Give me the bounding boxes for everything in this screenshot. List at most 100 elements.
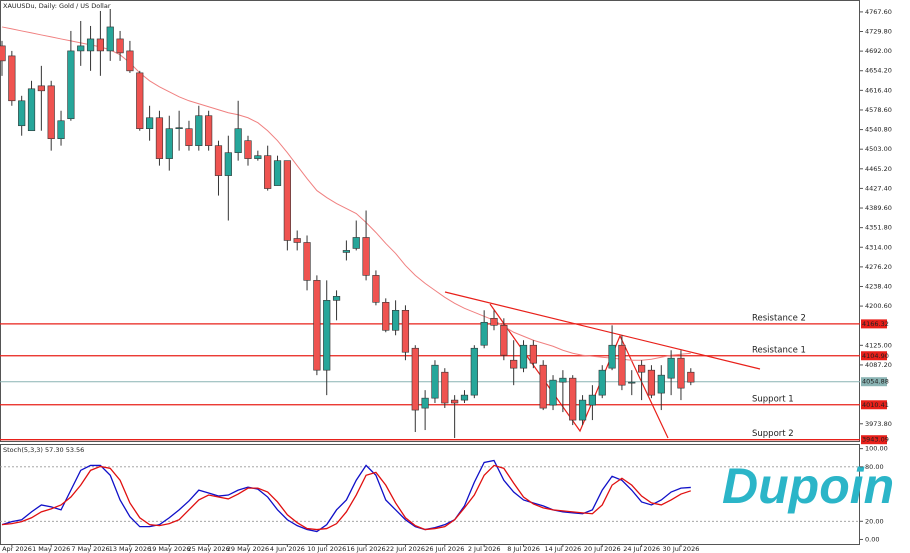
candle-body <box>195 115 203 146</box>
candle-body <box>214 145 223 176</box>
candle-body <box>332 296 341 301</box>
candle-body <box>608 344 616 369</box>
candle-body <box>313 280 321 371</box>
candle-body <box>667 357 675 379</box>
candle-body <box>254 155 262 159</box>
candle-body <box>421 397 429 409</box>
y-tick-label: 4578.60 <box>865 106 892 114</box>
candle-body <box>175 127 183 130</box>
candle-body <box>480 321 488 346</box>
candle-body <box>37 85 45 92</box>
candle-body <box>588 394 596 406</box>
x-tick-label: 16 Jun 2026 <box>347 545 386 553</box>
candle-body <box>578 399 587 421</box>
candle-body <box>549 379 557 406</box>
candle-body <box>57 120 65 140</box>
indicator-tick-label: 20.00 <box>865 517 884 525</box>
candle-body <box>106 26 114 52</box>
candle-body <box>598 369 606 396</box>
y-tick-label: 3973.80 <box>865 420 892 428</box>
candle-body <box>96 38 104 52</box>
x-tick-label: 25 May 2026 <box>187 545 229 553</box>
candle-body <box>470 347 478 396</box>
candle-body <box>165 128 173 159</box>
candle-body <box>77 45 85 52</box>
x-tick-label: 2 Jul 2026 <box>468 545 501 553</box>
x-tick-label: 30 Jul 2026 <box>663 545 700 553</box>
candle-body <box>539 364 547 409</box>
candle-body <box>86 38 95 52</box>
candle-body <box>27 88 36 132</box>
candle-body <box>342 250 351 253</box>
x-tick-label: 27 Apr 2026 <box>0 545 32 553</box>
candle-body <box>155 117 164 159</box>
candle-body <box>264 155 272 189</box>
candle-body <box>47 85 55 140</box>
logo: Dupoin <box>722 458 894 514</box>
indicator-line <box>1 459 691 533</box>
candle-body <box>205 115 213 146</box>
y-tick-label: 4540.80 <box>865 126 892 134</box>
level-name: Support 1 <box>752 394 794 404</box>
y-tick-label: 4616.40 <box>865 86 892 94</box>
level-label: 4104.90 <box>862 352 889 360</box>
x-tick-label: 29 May 2026 <box>227 545 269 553</box>
y-tick-label: 4465.20 <box>865 165 892 173</box>
candle-body <box>687 371 695 383</box>
candle-body <box>500 324 508 356</box>
candle-body <box>136 72 144 129</box>
chart-title: XAUUSDu, Daily: Gold / US Dollar <box>3 2 111 10</box>
candle-body <box>559 377 567 383</box>
candle-body <box>146 117 154 129</box>
candle-body <box>67 50 75 120</box>
candle-body <box>628 381 636 384</box>
candle-body <box>510 359 518 369</box>
indicator-tick-label: 0.00 <box>865 535 879 543</box>
candle-body <box>362 237 370 276</box>
x-tick-label: 1 May 2026 <box>32 545 70 553</box>
x-tick-label: 19 May 2026 <box>148 545 190 553</box>
candle-body <box>569 377 577 421</box>
candle-body <box>411 347 419 411</box>
level-label: 4166.32 <box>862 320 889 328</box>
level-label-bg <box>861 351 887 361</box>
x-tick-label: 13 May 2026 <box>109 545 151 553</box>
candle-body <box>244 140 252 159</box>
candle-body <box>677 357 685 389</box>
y-tick-label: 4238.40 <box>865 282 892 290</box>
indicator-title: Stoch(5,3,3) 57.30 53.56 <box>3 446 84 454</box>
candle-body <box>441 371 449 404</box>
candle-body <box>451 399 459 404</box>
candle-body <box>224 152 232 176</box>
y-tick-label: 4729.80 <box>865 28 892 36</box>
indicator-line <box>1 464 692 531</box>
level-label: 4010.41 <box>862 401 889 409</box>
x-tick-label: 4 Jun 2026 <box>270 545 305 553</box>
candle-body <box>126 50 134 72</box>
x-tick-label: 8 Jul 2026 <box>507 545 540 553</box>
indicator-panel <box>0 444 860 545</box>
candle-body <box>352 237 360 249</box>
level-name: Resistance 2 <box>752 313 806 323</box>
moving-average <box>1 26 691 361</box>
level-name: Support 2 <box>752 429 794 439</box>
y-tick-label: 4200.60 <box>865 302 892 310</box>
candle-body <box>8 55 16 102</box>
main-panel <box>0 0 860 442</box>
y-tick-label: 4351.80 <box>865 224 892 232</box>
x-tick-label: 7 May 2026 <box>71 545 109 553</box>
candle-body <box>283 160 291 241</box>
y-tick-label: 4427.40 <box>865 184 892 192</box>
indicator-tick-label: 100.00 <box>865 445 888 453</box>
candle-body <box>382 302 390 331</box>
candle-body <box>273 160 282 186</box>
indicator-tick-label: 80.00 <box>865 463 884 471</box>
candle-body <box>657 374 665 394</box>
candle-body <box>431 364 439 399</box>
candle-body <box>372 275 380 303</box>
level-label-bg <box>861 400 887 410</box>
candle-body <box>391 309 400 331</box>
x-tick-label: 22 Jun 2026 <box>386 545 425 553</box>
x-tick-label: 24 Jul 2026 <box>623 545 660 553</box>
